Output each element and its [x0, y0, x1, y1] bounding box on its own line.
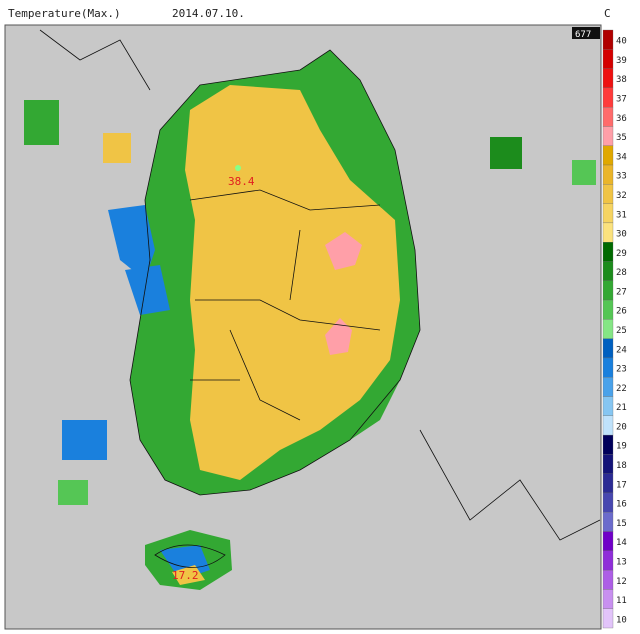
boundaries [39, 29, 601, 568]
colorbar-cell [602, 377, 614, 397]
colorbar-cell [602, 29, 614, 50]
colorbar-cell [602, 531, 614, 551]
colorbar-cell [602, 184, 614, 204]
station [235, 165, 241, 171]
colorbar-cell [602, 280, 614, 301]
cool-zone [108, 205, 155, 280]
max-label: 38.4 [228, 175, 255, 188]
colorbar-cell [602, 299, 614, 320]
colorbar-cell [602, 473, 614, 494]
badge-box [572, 27, 600, 39]
colorbar-label: 11 [616, 596, 627, 606]
colorbar-cell [602, 319, 614, 339]
colorbar-cell [602, 164, 614, 185]
colorbar-label: 36 [616, 114, 627, 124]
colorbar-label: 38 [616, 75, 627, 85]
colorbar-label: 18 [616, 461, 627, 471]
colorbar-cell [602, 589, 614, 609]
colorbar-label: 14 [616, 538, 627, 548]
colorbar-cell [602, 242, 614, 262]
map-date: 2014.07.10. [172, 7, 245, 20]
cool-zone [58, 480, 88, 505]
colorbar-cell [602, 492, 614, 513]
colorbar-label: 16 [616, 500, 627, 510]
colorbar-cell [602, 107, 614, 127]
cool-zone [62, 420, 107, 460]
colorbar-cell [602, 569, 614, 590]
colorbar-label: 27 [616, 287, 627, 297]
colorbar-cell [602, 68, 614, 89]
colorbar-label: 35 [616, 133, 627, 143]
jeju-zone [172, 565, 205, 585]
colorbar-label: 17 [616, 480, 627, 490]
colorbar-cell [602, 203, 614, 224]
colorbar-cell [602, 145, 614, 166]
colorbar-label: 20 [616, 422, 627, 432]
colorbar-label: 32 [616, 191, 627, 201]
colorbar-cell [602, 608, 614, 629]
colorbar-cell [602, 415, 614, 436]
temperature-field [24, 50, 596, 590]
colorbar-label: 23 [616, 365, 627, 375]
cool-zone [125, 265, 170, 315]
min-label: 17.2 [172, 569, 199, 582]
colorbar-cell [602, 550, 614, 571]
hot-spot [325, 232, 362, 270]
colorbar-label: 15 [616, 519, 627, 529]
colorbar-cell [602, 222, 614, 243]
map-title: Temperature(Max.) [8, 7, 121, 20]
colorbar-label: 30 [616, 230, 627, 240]
colorbar-cell [602, 49, 614, 69]
colorbar-label: 26 [616, 307, 627, 317]
colorbar-cell [602, 454, 614, 474]
colorbar-cell [602, 126, 614, 146]
colorbar-label: 29 [616, 249, 627, 259]
colorbar-cell [602, 87, 614, 108]
colorbar-cell [602, 512, 614, 532]
colorbar-label: 31 [616, 210, 627, 220]
colorbar-label: 10 [616, 615, 627, 625]
colorbar-label: 40 [616, 37, 627, 47]
colorbar-label: 25 [616, 326, 627, 336]
colorbar-cell [602, 434, 614, 455]
colorbar-cell [602, 261, 614, 281]
unit: C [604, 7, 611, 20]
colorbar-cell [602, 396, 614, 416]
colorbar-cell [602, 338, 614, 359]
hot-spot [325, 318, 352, 355]
colorbar-label: 37 [616, 95, 627, 105]
colorbar-label: 13 [616, 557, 627, 567]
colorbar-label: 33 [616, 172, 627, 182]
colorbar-label: 12 [616, 577, 627, 587]
colorbar: 40 39 38 37 36 35 34 33 32 31 30 29 28 27 26 25 24 23 22 21… [602, 29, 627, 629]
cool-zone [572, 160, 596, 185]
colorbar-label: 24 [616, 345, 627, 355]
colorbar-label: 21 [616, 403, 627, 413]
cool-zone [24, 100, 59, 145]
colorbar-label: 22 [616, 384, 627, 394]
colorbar-label: 19 [616, 442, 627, 452]
warm-zone [103, 133, 131, 163]
colorbar-cell [602, 357, 614, 378]
colorbar-label: 28 [616, 268, 627, 278]
colorbar-label: 34 [616, 152, 627, 162]
colorbar-label: 39 [616, 56, 627, 66]
badge: 677 [575, 30, 591, 40]
cool-zone [490, 137, 522, 169]
